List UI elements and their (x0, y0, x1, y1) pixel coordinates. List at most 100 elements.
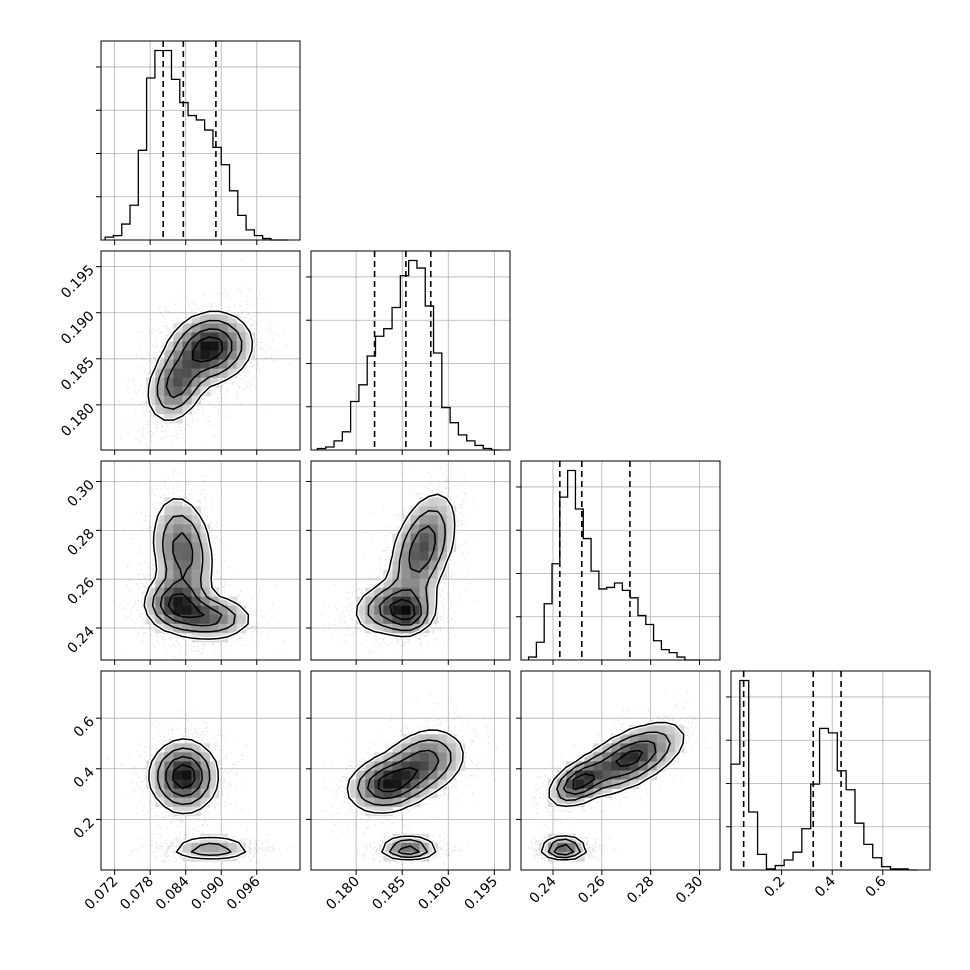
density-cell (173, 359, 183, 369)
density-cell (227, 332, 238, 342)
density-cell (191, 779, 201, 789)
density-cell (365, 596, 375, 607)
density-cell (164, 770, 174, 780)
density-cell (410, 779, 420, 789)
density-cell (182, 770, 192, 780)
density-cell (392, 761, 402, 771)
density-cell (629, 725, 639, 735)
density-cell (656, 761, 667, 771)
density-cell (182, 323, 192, 333)
density-cell (146, 386, 156, 397)
density-cell (182, 797, 192, 808)
density-cell (236, 605, 247, 616)
density-cell (374, 770, 384, 780)
density-cell (356, 788, 366, 799)
density-cell (200, 332, 210, 342)
density-cell (437, 533, 448, 543)
density-cell (401, 770, 411, 780)
density-cell (557, 851, 567, 862)
density-cell (620, 770, 630, 780)
density-cell (419, 578, 429, 589)
pair-plot-area (105, 259, 290, 450)
density-cell (656, 725, 667, 735)
density-cell (155, 779, 165, 789)
density-cell (191, 614, 201, 625)
density-cell (602, 743, 612, 753)
density-cell (173, 341, 183, 351)
contour-line (164, 755, 203, 797)
density-cell (218, 341, 229, 351)
density-cell (410, 569, 420, 579)
density-cell (164, 779, 174, 789)
density-cell (383, 578, 393, 589)
density-cell (374, 596, 384, 607)
density-cell (593, 752, 603, 762)
x-tick-label: 0.185 (369, 874, 409, 914)
density-cell (665, 734, 676, 744)
density-cell (410, 596, 420, 607)
density-cell (410, 542, 420, 552)
x-tick-label: 0.096 (224, 873, 264, 913)
x-tick-label: 0.28 (624, 874, 657, 907)
density-cell (410, 842, 420, 853)
density-cell (173, 506, 183, 516)
density-cell (164, 395, 174, 406)
density-cell (392, 770, 402, 780)
histogram-step (527, 469, 701, 661)
density-cell (374, 623, 384, 634)
density-cell (548, 788, 558, 799)
panel-background (101, 41, 300, 240)
pair-plot-area (114, 461, 293, 660)
density-cell (419, 497, 429, 507)
histogram-step (316, 259, 500, 451)
density-cell (155, 524, 165, 534)
density-cell (200, 614, 210, 625)
density-cell (383, 605, 393, 616)
density-cell (401, 623, 411, 634)
density-cell (365, 770, 375, 780)
density-cell (575, 779, 585, 789)
density-cell (392, 578, 402, 589)
density-cell (593, 788, 603, 799)
density-cell (200, 587, 210, 598)
density-cell (164, 605, 174, 616)
density-cell (191, 359, 201, 369)
density-cell (182, 542, 192, 552)
density-cell (419, 743, 429, 753)
density-cell (227, 368, 238, 379)
density-cell (182, 386, 192, 397)
density-cell (566, 797, 576, 808)
density-cell (173, 395, 183, 406)
density-cell (164, 752, 174, 762)
density-cell (236, 614, 247, 625)
density-cell (146, 587, 156, 598)
y-tick-label: 0.26 (64, 575, 97, 608)
panel-background (521, 461, 720, 660)
density-cell (182, 524, 192, 534)
contour-line (172, 763, 196, 790)
density-cell (392, 569, 402, 579)
density-cell (182, 587, 192, 598)
density-cell (419, 779, 429, 789)
contour-line (377, 766, 419, 793)
density-cell (383, 788, 393, 799)
density-cell (575, 842, 585, 853)
density-cell (173, 332, 183, 342)
density-cell (209, 377, 219, 388)
density-cell (164, 788, 174, 799)
density-cell (428, 515, 439, 525)
density-cell (428, 560, 439, 570)
density-cell (428, 761, 439, 771)
density-cell (374, 587, 384, 598)
density-cell (392, 623, 402, 634)
density-cell (164, 524, 174, 534)
density-cell (602, 770, 612, 780)
density-cell (200, 314, 210, 324)
density-cell (410, 587, 420, 598)
density-cell (428, 605, 439, 616)
density-cell (410, 560, 420, 570)
density-cell (401, 788, 411, 799)
x-tick-label: 0.180 (323, 874, 363, 914)
density-cell (365, 761, 375, 771)
y-tick-label: 0.195 (58, 262, 98, 302)
